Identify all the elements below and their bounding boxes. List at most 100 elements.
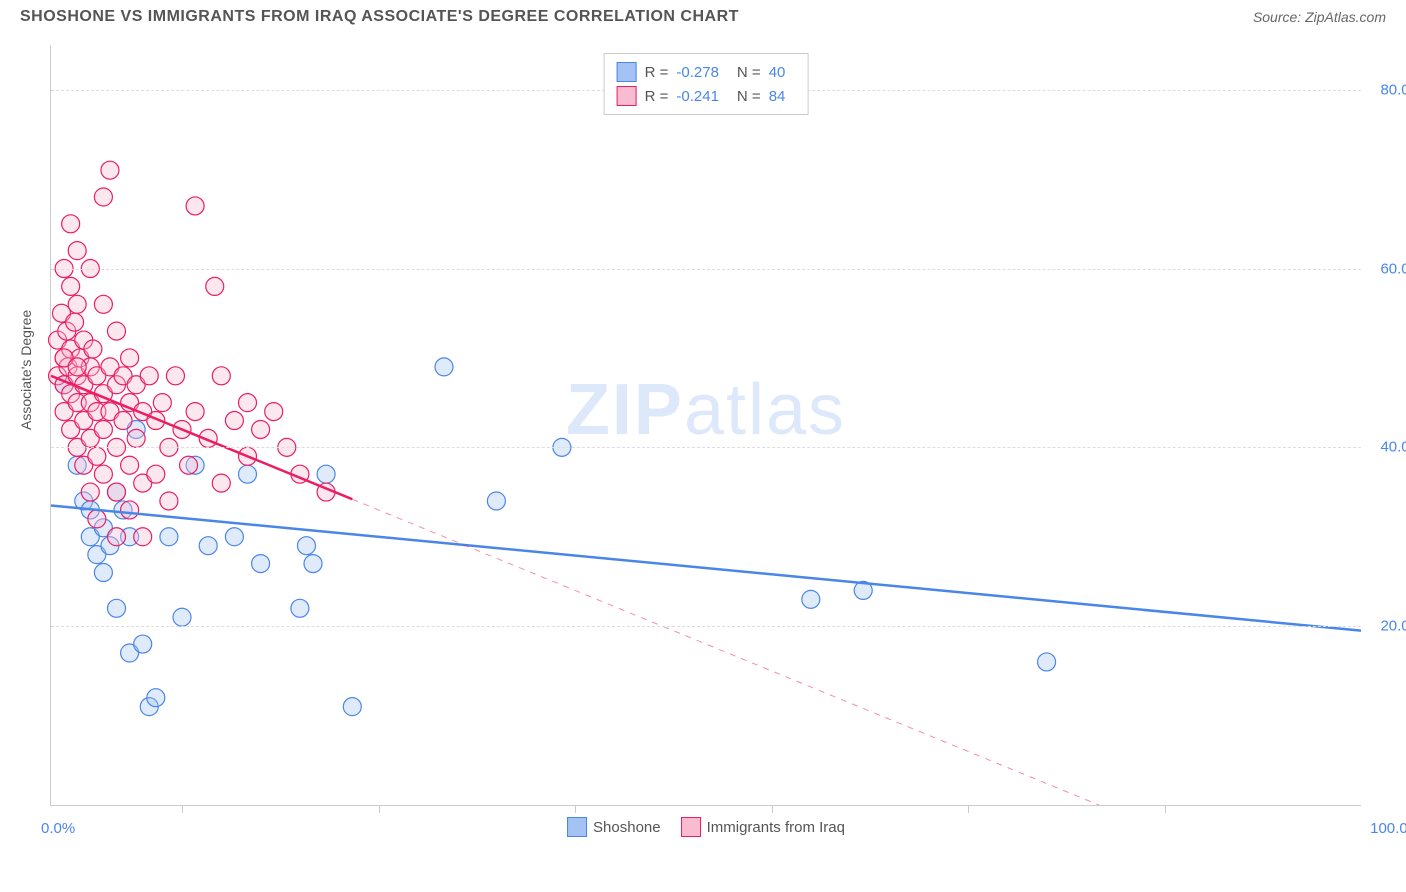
legend-series: Shoshone Immigrants from Iraq bbox=[567, 817, 845, 837]
swatch-blue bbox=[567, 817, 587, 837]
data-point bbox=[134, 528, 152, 546]
data-point bbox=[239, 465, 257, 483]
data-point bbox=[121, 501, 139, 519]
gridline bbox=[51, 626, 1361, 627]
gridline bbox=[51, 447, 1361, 448]
ytick-label: 60.0% bbox=[1380, 260, 1406, 277]
data-point bbox=[127, 429, 145, 447]
xtick bbox=[968, 805, 969, 813]
ytick-label: 40.0% bbox=[1380, 439, 1406, 456]
r-label: R = bbox=[645, 88, 669, 105]
y-axis-label: Associate's Degree bbox=[18, 310, 34, 430]
data-point bbox=[94, 420, 112, 438]
data-point bbox=[62, 277, 80, 295]
chart-container: SHOSHONE VS IMMIGRANTS FROM IRAQ ASSOCIA… bbox=[0, 0, 1406, 892]
data-point bbox=[66, 313, 84, 331]
legend-label: Immigrants from Iraq bbox=[707, 819, 845, 836]
data-point bbox=[206, 277, 224, 295]
data-point bbox=[180, 456, 198, 474]
data-point bbox=[108, 483, 126, 501]
data-point bbox=[160, 492, 178, 510]
data-point bbox=[114, 412, 132, 430]
data-point bbox=[212, 474, 230, 492]
swatch-pink bbox=[617, 86, 637, 106]
data-point bbox=[173, 608, 191, 626]
data-point bbox=[147, 689, 165, 707]
data-point bbox=[134, 635, 152, 653]
n-label: N = bbox=[737, 64, 761, 81]
r-value: -0.278 bbox=[676, 64, 719, 81]
data-point bbox=[88, 510, 106, 528]
data-point bbox=[225, 412, 243, 430]
data-point bbox=[343, 698, 361, 716]
data-point bbox=[252, 420, 270, 438]
r-label: R = bbox=[645, 64, 669, 81]
data-point bbox=[68, 295, 86, 313]
ytick-label: 20.0% bbox=[1380, 618, 1406, 635]
data-point bbox=[1038, 653, 1056, 671]
data-point bbox=[140, 367, 158, 385]
n-value: 84 bbox=[769, 88, 786, 105]
data-point bbox=[101, 161, 119, 179]
data-point bbox=[199, 537, 217, 555]
data-point bbox=[108, 599, 126, 617]
data-point bbox=[94, 465, 112, 483]
data-point bbox=[108, 322, 126, 340]
xtick bbox=[575, 805, 576, 813]
xtick bbox=[182, 805, 183, 813]
data-point bbox=[802, 590, 820, 608]
ytick-label: 80.0% bbox=[1380, 81, 1406, 98]
data-point bbox=[94, 188, 112, 206]
data-point bbox=[297, 537, 315, 555]
chart-title: SHOSHONE VS IMMIGRANTS FROM IRAQ ASSOCIA… bbox=[20, 8, 739, 26]
x-min-label: 0.0% bbox=[41, 820, 75, 837]
data-point bbox=[94, 564, 112, 582]
data-point bbox=[225, 528, 243, 546]
data-point bbox=[153, 394, 171, 412]
swatch-pink bbox=[681, 817, 701, 837]
xtick bbox=[1165, 805, 1166, 813]
data-point bbox=[147, 465, 165, 483]
gridline bbox=[51, 269, 1361, 270]
xtick bbox=[379, 805, 380, 813]
plot-area: ZIPatlas R = -0.278 N = 40 R = -0.241 N … bbox=[50, 45, 1361, 806]
data-point bbox=[212, 367, 230, 385]
legend-stats-row: R = -0.241 N = 84 bbox=[617, 84, 796, 108]
title-bar: SHOSHONE VS IMMIGRANTS FROM IRAQ ASSOCIA… bbox=[0, 0, 1406, 30]
legend-stats-row: R = -0.278 N = 40 bbox=[617, 60, 796, 84]
data-point bbox=[121, 349, 139, 367]
regression-line-dashed bbox=[352, 499, 1099, 805]
legend-label: Shoshone bbox=[593, 819, 661, 836]
legend-item-shoshone: Shoshone bbox=[567, 817, 661, 837]
data-point bbox=[62, 215, 80, 233]
data-point bbox=[317, 465, 335, 483]
scatter-svg bbox=[51, 45, 1361, 805]
data-point bbox=[160, 528, 178, 546]
data-point bbox=[68, 242, 86, 260]
swatch-blue bbox=[617, 62, 637, 82]
source-label: Source: ZipAtlas.com bbox=[1253, 9, 1386, 25]
data-point bbox=[435, 358, 453, 376]
data-point bbox=[186, 197, 204, 215]
data-point bbox=[291, 599, 309, 617]
data-point bbox=[487, 492, 505, 510]
data-point bbox=[84, 340, 102, 358]
xtick bbox=[772, 805, 773, 813]
x-max-label: 100.0% bbox=[1370, 820, 1406, 837]
data-point bbox=[252, 555, 270, 573]
data-point bbox=[88, 447, 106, 465]
r-value: -0.241 bbox=[676, 88, 719, 105]
data-point bbox=[239, 394, 257, 412]
data-point bbox=[166, 367, 184, 385]
data-point bbox=[265, 403, 283, 421]
data-point bbox=[304, 555, 322, 573]
n-value: 40 bbox=[769, 64, 786, 81]
data-point bbox=[108, 528, 126, 546]
data-point bbox=[94, 295, 112, 313]
n-label: N = bbox=[737, 88, 761, 105]
data-point bbox=[186, 403, 204, 421]
data-point bbox=[81, 483, 99, 501]
regression-line bbox=[51, 505, 1361, 630]
data-point bbox=[121, 456, 139, 474]
data-point bbox=[68, 358, 86, 376]
